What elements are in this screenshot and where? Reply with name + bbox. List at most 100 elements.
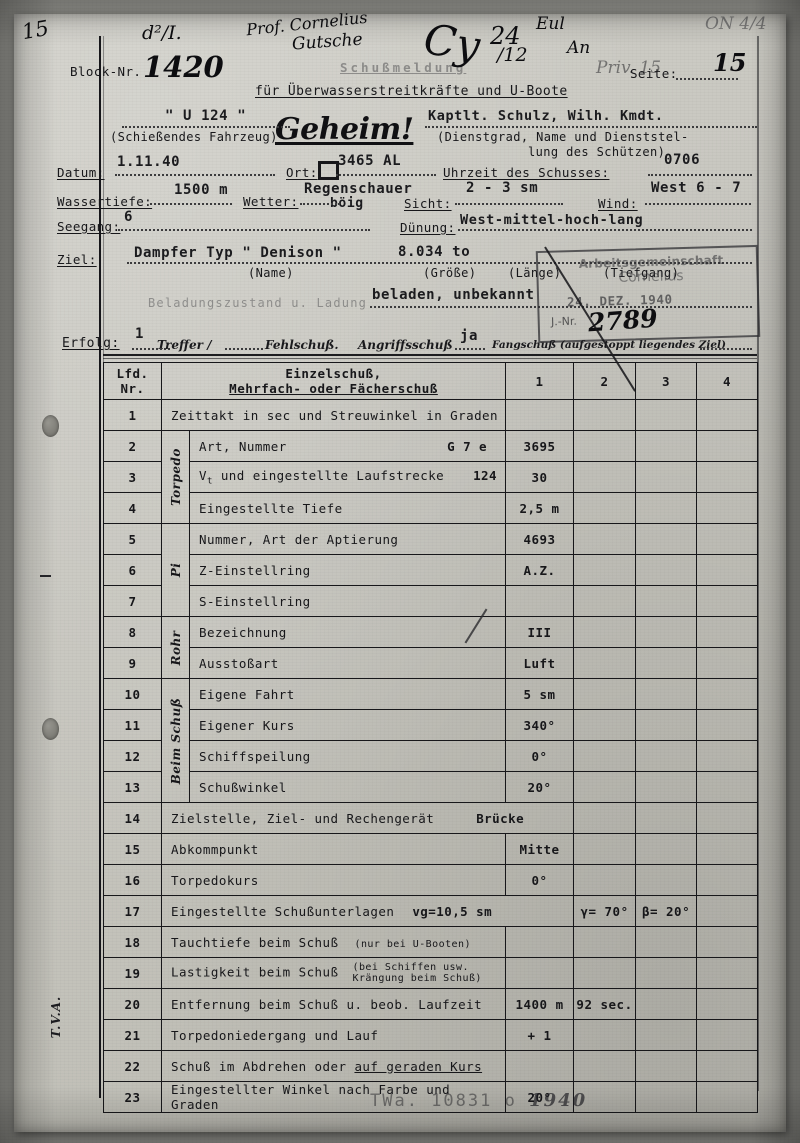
row-c2[interactable] bbox=[573, 709, 637, 741]
row-c4[interactable] bbox=[696, 988, 759, 1020]
row-c2[interactable] bbox=[573, 399, 637, 431]
row-c3[interactable] bbox=[635, 926, 698, 958]
row-c4[interactable] bbox=[696, 616, 759, 648]
row-c3[interactable] bbox=[635, 678, 698, 710]
row-c4[interactable] bbox=[696, 492, 759, 524]
row-c4[interactable] bbox=[696, 1050, 759, 1082]
row-c1[interactable]: 20° bbox=[505, 1081, 575, 1113]
row-c4[interactable] bbox=[696, 430, 759, 462]
row-c4[interactable] bbox=[696, 926, 759, 958]
row-c4[interactable] bbox=[696, 895, 759, 927]
row-c4[interactable] bbox=[696, 740, 759, 772]
row-c3[interactable] bbox=[635, 585, 698, 617]
row-c1[interactable]: A.Z. bbox=[505, 554, 575, 586]
row-c4[interactable] bbox=[696, 771, 759, 803]
row-c2[interactable] bbox=[573, 1019, 637, 1051]
row-c3[interactable] bbox=[635, 957, 698, 989]
row-c4[interactable] bbox=[696, 585, 759, 617]
row-c1[interactable] bbox=[505, 399, 575, 431]
table-row[interactable]: 7 S-Einstellring bbox=[103, 585, 759, 617]
row-beta[interactable]: β= 20° bbox=[635, 895, 698, 927]
row-c2[interactable] bbox=[573, 833, 637, 865]
row-c3[interactable] bbox=[635, 988, 698, 1020]
table-row[interactable]: 22 Schuß im Abdrehen oder auf geraden Ku… bbox=[103, 1050, 759, 1082]
row-c2[interactable] bbox=[573, 554, 637, 586]
table-row[interactable]: 9 Ausstoßart Luft bbox=[103, 647, 759, 679]
table-row[interactable]: 11 Eigener Kurs 340° bbox=[103, 709, 759, 741]
table-row[interactable]: 12 Schiffspeilung 0° bbox=[103, 740, 759, 772]
row-c2[interactable] bbox=[573, 461, 637, 493]
row-c2[interactable] bbox=[573, 647, 637, 679]
row-c2[interactable] bbox=[573, 616, 637, 648]
row-c4[interactable] bbox=[696, 399, 759, 431]
table-row[interactable]: 13 Schußwinkel 20° bbox=[103, 771, 759, 803]
row-c3[interactable] bbox=[635, 1050, 698, 1082]
table-row[interactable]: 2 Torpedo Art, Nummer G 7 e 3695 bbox=[103, 430, 759, 524]
row-c1[interactable]: 2,5 m bbox=[505, 492, 575, 524]
table-row[interactable]: 1 Zeittakt in sec und Streuwinkel in Gra… bbox=[103, 399, 759, 431]
row-c1[interactable]: Luft bbox=[505, 647, 575, 679]
row-c3[interactable] bbox=[635, 523, 698, 555]
table-row[interactable]: 5 Pi Nummer, Art der Aptierung 4693 bbox=[103, 523, 759, 617]
table-row[interactable]: 4 Eingestellte Tiefe 2,5 m bbox=[103, 492, 759, 524]
row-c1[interactable]: III bbox=[505, 616, 575, 648]
row-c3[interactable] bbox=[635, 833, 698, 865]
row-c2[interactable] bbox=[573, 771, 637, 803]
row-c4[interactable] bbox=[696, 709, 759, 741]
row-c4[interactable] bbox=[696, 523, 759, 555]
row-c3[interactable] bbox=[635, 492, 698, 524]
table-row[interactable]: 17 Eingestellte Schußunterlagen vg=10,5 … bbox=[103, 895, 759, 927]
row-c3[interactable] bbox=[635, 802, 698, 834]
row-c1[interactable]: 340° bbox=[505, 709, 575, 741]
table-row[interactable]: 8 Rohr Bezeichnung III bbox=[103, 616, 759, 679]
row-c4[interactable] bbox=[696, 1019, 759, 1051]
table-row[interactable]: 15 Abkommpunkt Mitte bbox=[103, 833, 759, 865]
row-c4[interactable] bbox=[696, 864, 759, 896]
row-c1[interactable]: 0° bbox=[505, 864, 575, 896]
row-c1[interactable]: 4693 bbox=[505, 523, 575, 555]
table-row[interactable]: 21 Torpedoniedergang und Lauf + 1 bbox=[103, 1019, 759, 1051]
row-c3[interactable] bbox=[635, 647, 698, 679]
row-c1[interactable]: Brücke bbox=[476, 810, 525, 826]
row-c2[interactable] bbox=[573, 1050, 637, 1082]
row-c1[interactable] bbox=[505, 1050, 575, 1082]
row-c1[interactable]: 0° bbox=[505, 740, 575, 772]
row-c1[interactable]: Mitte bbox=[505, 833, 575, 865]
table-row[interactable]: 23 Eingestellter Winkel nach Farbe und G… bbox=[103, 1081, 759, 1113]
row-c3[interactable] bbox=[635, 1019, 698, 1051]
row-c3[interactable] bbox=[635, 1081, 698, 1113]
table-row[interactable]: 10 Beim Schuß Eigene Fahrt 5 sm bbox=[103, 678, 759, 803]
row-c4[interactable] bbox=[696, 957, 759, 989]
row-c1[interactable] bbox=[505, 957, 575, 989]
row-c3[interactable] bbox=[635, 554, 698, 586]
row-c1[interactable]: 3695 bbox=[505, 430, 575, 462]
row-c2[interactable] bbox=[573, 926, 637, 958]
row-c4[interactable] bbox=[696, 1081, 759, 1113]
table-row[interactable]: 16 Torpedokurs 0° bbox=[103, 864, 759, 896]
row-c1[interactable]: 20° bbox=[505, 771, 575, 803]
row-c3[interactable] bbox=[635, 864, 698, 896]
row-c1[interactable]: + 1 bbox=[505, 1019, 575, 1051]
row-c1[interactable] bbox=[505, 926, 575, 958]
row-c1[interactable] bbox=[505, 585, 575, 617]
table-row[interactable]: 14 Zielstelle, Ziel- und Rechengerät Brü… bbox=[103, 802, 759, 834]
row-c2[interactable] bbox=[573, 430, 637, 462]
row-c2[interactable]: 92 sec. bbox=[573, 988, 637, 1020]
row-c3[interactable] bbox=[635, 430, 698, 462]
table-row[interactable]: 19 Lastigkeit beim Schuß (bei Schiffen u… bbox=[103, 957, 759, 989]
row-c2[interactable] bbox=[573, 864, 637, 896]
row-c3[interactable] bbox=[635, 771, 698, 803]
row-c3[interactable] bbox=[635, 740, 698, 772]
row-c4[interactable] bbox=[696, 647, 759, 679]
row-gamma[interactable]: γ= 70° bbox=[573, 895, 637, 927]
row-c1[interactable]: 1400 m bbox=[505, 988, 575, 1020]
row-c4[interactable] bbox=[696, 802, 759, 834]
row-c2[interactable] bbox=[573, 802, 637, 834]
row-c1[interactable]: 30 bbox=[505, 461, 575, 493]
row-c3[interactable] bbox=[635, 399, 698, 431]
row-c1[interactable]: 5 sm bbox=[505, 678, 575, 710]
row-c2[interactable] bbox=[573, 523, 637, 555]
row-c4[interactable] bbox=[696, 678, 759, 710]
row-c2[interactable] bbox=[573, 957, 637, 989]
table-row[interactable]: 20 Entfernung beim Schuß u. beob. Laufze… bbox=[103, 988, 759, 1020]
